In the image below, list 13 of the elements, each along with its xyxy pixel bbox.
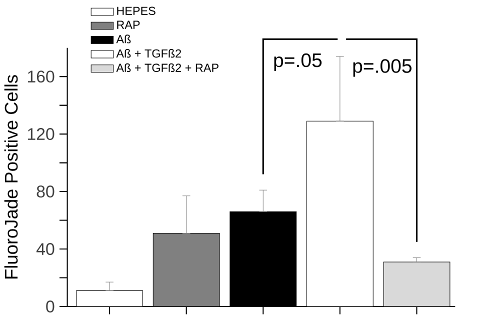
annotation: p=.05 [274, 53, 322, 71]
legend-label: Aß + TGFß2 + RAP [116, 63, 218, 72]
y-tick-label: 0 [46, 300, 54, 312]
y-tick-label: 120 [28, 128, 54, 140]
y-tick-label: 160 [28, 70, 54, 82]
legend-label: Aß [116, 34, 131, 44]
y-tick-label: 40 [36, 242, 54, 255]
y-axis-title: FluoroJade Positive Cells [4, 74, 18, 278]
legend-label: RAP [117, 20, 140, 29]
legend-label: HEPES [117, 6, 156, 15]
y-tick-label: 80 [36, 185, 54, 198]
legend-label: Aß + TGFß2 [116, 48, 182, 58]
annotation: p=.005 [353, 58, 412, 77]
